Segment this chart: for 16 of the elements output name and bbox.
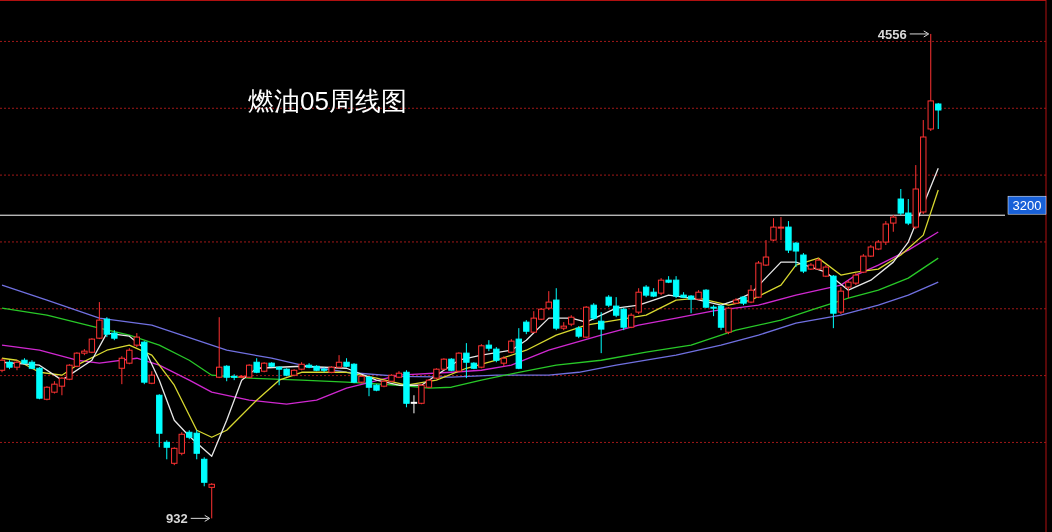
candlestick xyxy=(935,102,942,130)
ref-line-label: 3200 xyxy=(1012,198,1042,214)
candlestick xyxy=(163,439,170,460)
candlestick xyxy=(208,482,215,519)
candlestick xyxy=(545,290,552,311)
candlestick xyxy=(463,342,470,379)
annotation: 4556 xyxy=(877,26,907,42)
candlestick xyxy=(201,456,208,487)
candlestick xyxy=(478,343,485,369)
candlestick xyxy=(800,252,807,274)
candlestick xyxy=(635,287,642,315)
candlestick xyxy=(216,316,223,379)
candlestick xyxy=(598,311,605,354)
text: 燃油05周线图 xyxy=(248,86,407,116)
annotation: 932 xyxy=(166,511,188,527)
candlestick xyxy=(837,286,845,315)
